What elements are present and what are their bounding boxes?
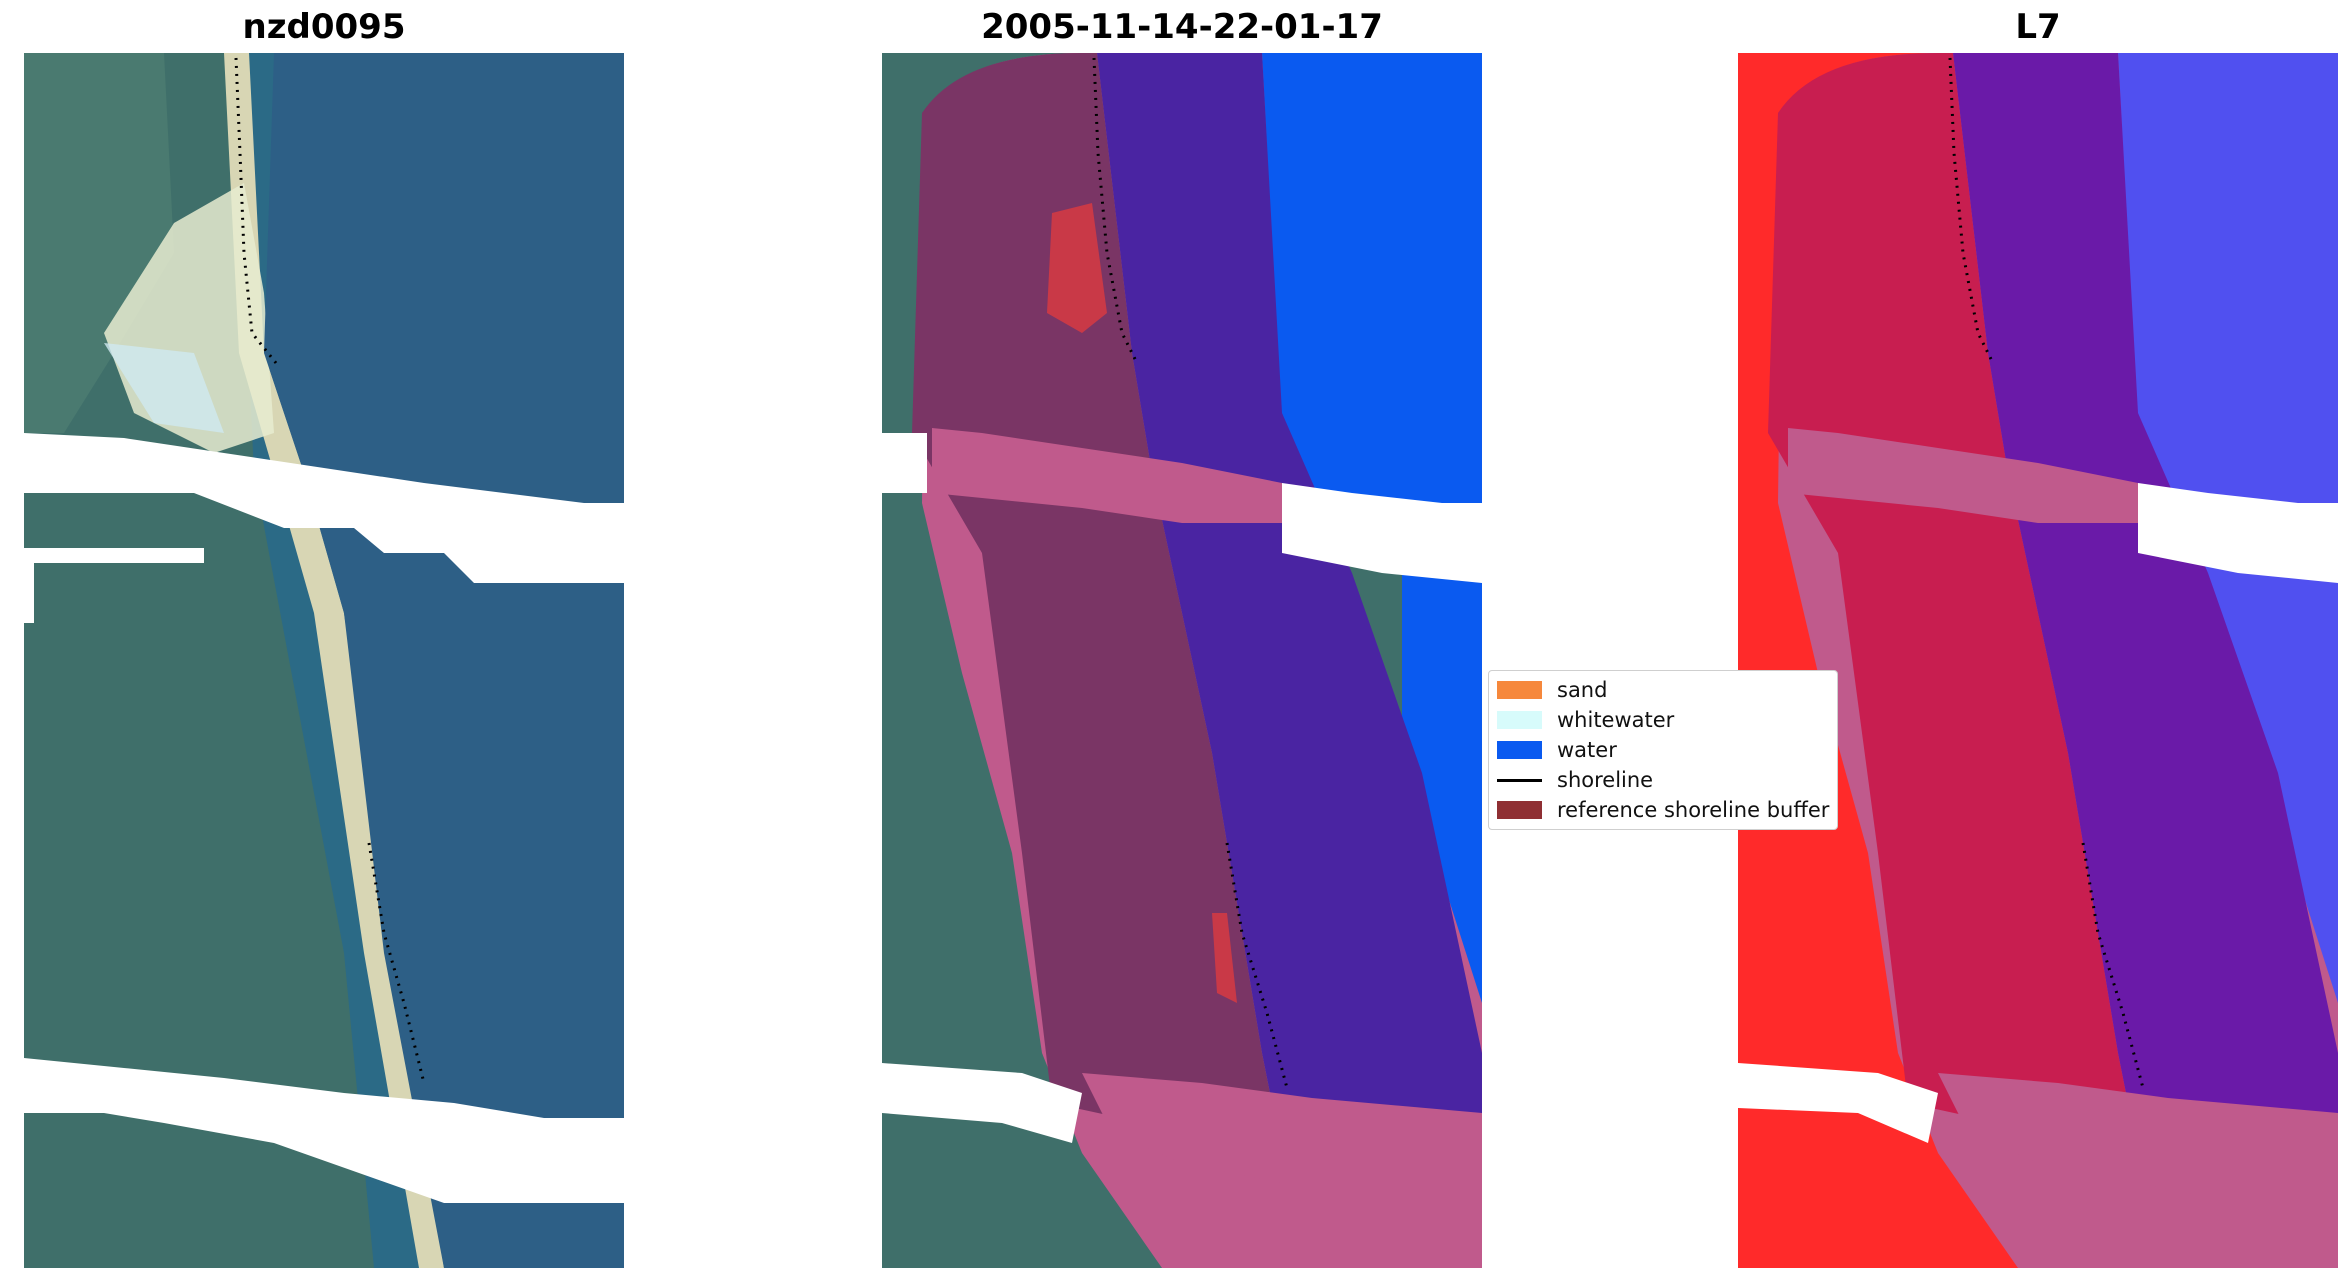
legend-label: water [1557, 738, 1617, 762]
sensor-image-panel [1738, 53, 2338, 1268]
panel-title-rgb: nzd0095 [242, 7, 406, 47]
legend-label: whitewater [1557, 708, 1675, 732]
legend-label: reference shoreline buffer [1557, 798, 1830, 822]
legend-label: shoreline [1557, 768, 1654, 792]
legend-item-whitewater: whitewater [1497, 705, 1674, 735]
classification-panel [882, 53, 1482, 1268]
sand-swatch [1497, 681, 1542, 699]
panel-title-date: 2005-11-14-22-01-17 [981, 7, 1383, 47]
legend-item-sand: sand [1497, 675, 1607, 705]
whitewater-swatch [1497, 711, 1542, 729]
legend: sand whitewater water shoreline referenc… [1488, 670, 1838, 830]
panel-title-sensor: L7 [2015, 7, 2061, 47]
buffer-swatch [1497, 801, 1542, 819]
legend-item-shoreline: shoreline [1497, 765, 1653, 795]
rgb-image-panel [24, 53, 624, 1268]
water-swatch [1497, 741, 1542, 759]
legend-item-water: water [1497, 735, 1617, 765]
legend-label: sand [1557, 678, 1608, 702]
legend-item-buffer: reference shoreline buffer [1497, 795, 1829, 825]
shoreline-line-swatch [1497, 778, 1542, 782]
